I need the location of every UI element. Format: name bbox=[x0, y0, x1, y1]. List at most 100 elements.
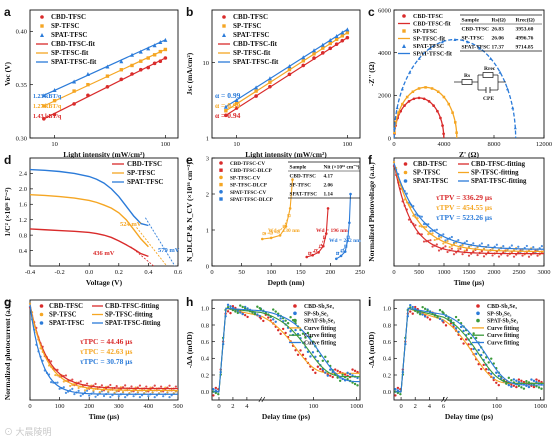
table-header: Sample bbox=[462, 18, 480, 24]
legend-entry: SPAT-TFSC-CV bbox=[219, 190, 266, 196]
data-point bbox=[328, 41, 332, 46]
data-point bbox=[441, 124, 444, 127]
cv-point bbox=[346, 239, 349, 243]
table-cell: 2.06 bbox=[324, 183, 334, 189]
x-tick-label: 1000 bbox=[534, 403, 547, 410]
data-point bbox=[479, 353, 483, 357]
data-point bbox=[463, 249, 466, 252]
legend-entry: SPAT-TFSC bbox=[39, 320, 84, 327]
legend-marker bbox=[476, 311, 480, 316]
data-point bbox=[420, 215, 423, 218]
data-point bbox=[422, 240, 426, 243]
x-tick-label: 0 bbox=[210, 269, 213, 276]
series-line bbox=[29, 228, 149, 258]
legend-label: CBD-TFSC bbox=[413, 161, 447, 168]
data-point bbox=[256, 305, 259, 308]
data-point bbox=[356, 384, 359, 387]
data-point bbox=[328, 46, 333, 51]
x-tick-label: 0.6 bbox=[174, 269, 183, 276]
data-point bbox=[229, 311, 232, 315]
legend-label: SPAT-Sb₂Se₃ bbox=[304, 319, 335, 325]
legend-label: CBD-Sb₂Se₃ bbox=[304, 304, 334, 310]
legend-marker bbox=[476, 304, 480, 308]
legend-label: Curve fitting bbox=[487, 333, 519, 339]
data-point bbox=[107, 390, 110, 393]
y-tick-label: 2.0 bbox=[19, 186, 27, 193]
legend-label: CBD-TFSC-fit bbox=[51, 40, 96, 48]
data-point bbox=[338, 379, 342, 383]
legend-marker bbox=[219, 168, 223, 172]
y-axis-label: -Z'' (Ω) bbox=[367, 61, 376, 86]
cv-point bbox=[348, 221, 351, 225]
data-point bbox=[421, 305, 424, 309]
data-point bbox=[440, 40, 444, 44]
annotation: 436 mV bbox=[93, 250, 115, 257]
y-tick-label: 0.4 bbox=[19, 248, 28, 255]
annotation: τTPV = 523.26 μs bbox=[436, 213, 492, 222]
data-point bbox=[506, 254, 509, 257]
data-point bbox=[457, 330, 460, 334]
data-point bbox=[397, 111, 400, 114]
data-point bbox=[480, 250, 483, 253]
data-point bbox=[212, 394, 215, 397]
data-point bbox=[396, 386, 400, 390]
data-point bbox=[465, 240, 468, 243]
legend-entry: SP-TFSC bbox=[222, 22, 261, 30]
y-tick-label: 1.0 bbox=[201, 306, 209, 313]
data-point bbox=[459, 337, 463, 341]
data-point bbox=[336, 376, 339, 379]
data-point bbox=[490, 357, 493, 360]
y-tick-label: 0.6 bbox=[383, 339, 392, 346]
data-point bbox=[231, 308, 235, 312]
data-point bbox=[522, 380, 526, 384]
x-tick-label: 4 bbox=[428, 403, 432, 410]
data-point bbox=[450, 235, 453, 239]
data-point bbox=[267, 313, 270, 316]
legend-entry: CBD-TFSC bbox=[112, 160, 162, 168]
y-tick-label: 0 bbox=[388, 135, 391, 142]
data-point bbox=[41, 93, 46, 98]
data-point bbox=[417, 87, 421, 90]
legend-label: SP-TFSC-fit bbox=[51, 49, 89, 57]
data-point bbox=[425, 225, 428, 229]
data-point bbox=[259, 308, 263, 311]
data-point bbox=[50, 360, 53, 363]
data-point bbox=[109, 383, 112, 387]
resistor-rs bbox=[461, 79, 473, 85]
y-tick-label: 0.8 bbox=[19, 232, 27, 239]
data-point bbox=[153, 396, 156, 399]
data-point bbox=[447, 102, 451, 106]
data-point bbox=[442, 242, 445, 245]
data-point bbox=[422, 223, 426, 226]
data-point bbox=[217, 392, 220, 396]
data-point bbox=[301, 55, 306, 60]
data-point bbox=[138, 384, 142, 387]
data-point bbox=[476, 246, 479, 249]
data-point bbox=[341, 373, 344, 377]
data-point bbox=[474, 336, 478, 340]
data-point bbox=[409, 303, 412, 307]
data-point bbox=[226, 306, 230, 309]
data-point bbox=[306, 350, 310, 354]
dlcp-point bbox=[314, 249, 318, 253]
data-point bbox=[441, 319, 444, 322]
legend-entry: SP-TFSC-fit bbox=[36, 49, 89, 57]
x-tick-label: 3000 bbox=[538, 269, 551, 276]
annotation: 579 mV bbox=[158, 247, 180, 254]
x-tick-label: 400 bbox=[144, 403, 154, 410]
data-point bbox=[105, 64, 110, 69]
legend-entry: SPAT-TFSC bbox=[402, 44, 444, 50]
dlcp-point bbox=[340, 249, 344, 253]
cv-point bbox=[339, 254, 343, 258]
x-tick-label: 6 bbox=[442, 403, 446, 410]
panel-h: h Delay time (ps) -ΔA (mOD) 0 2 4 100 1000 0.0 0.… bbox=[185, 295, 363, 421]
data-point bbox=[314, 371, 317, 375]
legend-entry: Curve fitting bbox=[288, 333, 336, 339]
resistor-rrec bbox=[482, 72, 494, 78]
x-tick-label: 0.0 bbox=[85, 269, 93, 276]
dlcp-point bbox=[287, 214, 291, 218]
data-point bbox=[214, 391, 218, 395]
data-point bbox=[527, 255, 531, 258]
legend-label: SPAT-Sb₂Se₃ bbox=[487, 319, 518, 325]
y-tick-label: 2 bbox=[206, 191, 209, 198]
